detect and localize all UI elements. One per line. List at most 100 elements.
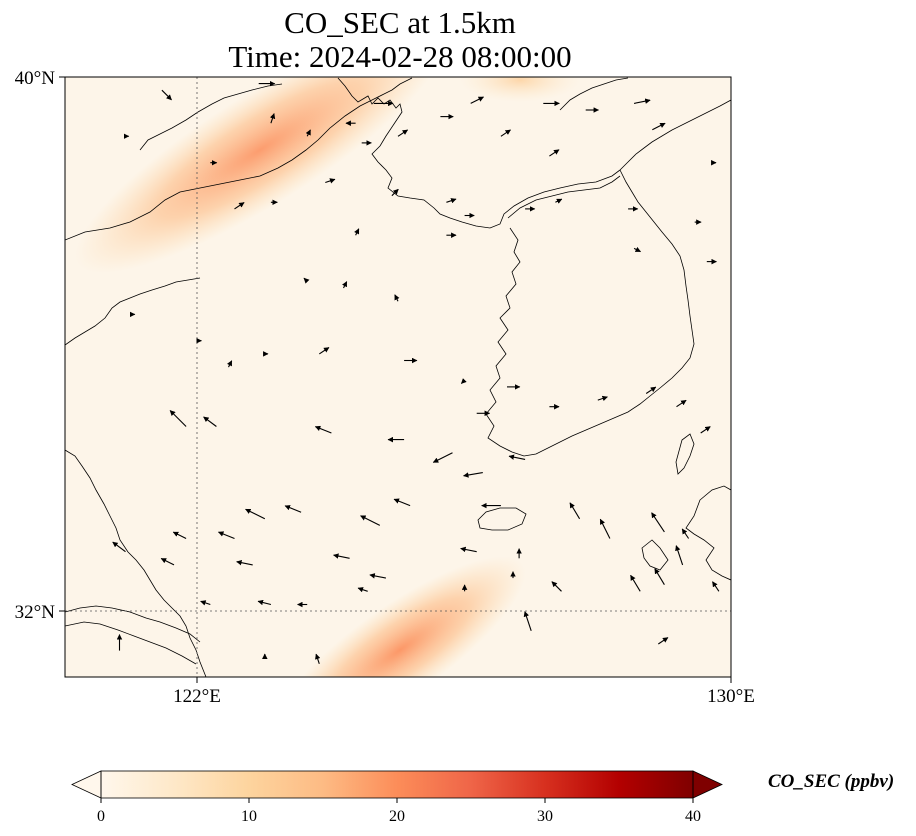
wind-vector-arrow [354,228,360,236]
map-title-line2: Time: 2024-02-28 08:00:00 [228,39,572,74]
coastline-shandong [65,277,201,346]
wind-vector-arrow [470,96,484,104]
colorbar-tick-label: 20 [389,808,405,825]
wind-vector-arrow [676,399,687,408]
coastline-korea-east [559,77,629,111]
wind-vector-arrow [700,426,711,434]
wind-vector-arrow [172,531,187,539]
coastline-yangtze-south [65,621,197,665]
tick-label-lon-130: 130°E [707,686,755,707]
wind-vector-arrow [712,581,720,592]
wind-vector-arrow [200,600,211,606]
coastline-china-north [65,77,413,241]
map-frame [64,76,732,678]
tick-label-lon-122: 122°E [173,686,221,707]
gridlines [65,77,731,677]
axis-ticks: 122°E 130°E 40°N 32°N [15,68,755,707]
wind-vector-arrow [681,528,690,539]
wind-vector-arrow [269,113,276,124]
wind-vector-arrow [500,129,511,137]
tick-label-lat-40: 40°N [15,68,56,89]
wind-vector-arrow [112,541,126,553]
wind-vector-arrow [314,425,332,434]
wind-vector-arrow [569,502,581,520]
coastline-korea-west [485,169,695,457]
wind-vector-arrow [597,395,608,402]
wind-vector-arrow [633,246,641,253]
co-plume-north-edge [460,77,580,102]
coastline-liaodong [337,77,621,229]
wind-vector-arrow [357,587,368,593]
wind-vector-arrow [236,559,253,566]
wind-vector-arrow [555,198,563,204]
colorbar-tick-label: 40 [685,808,701,825]
wind-vector-arrow [203,416,217,427]
map-title-line1: CO_SEC at 1.5km [284,5,516,40]
co-plume-northwest [75,77,445,274]
wind-vector-arrow [391,188,399,197]
wind-vector-arrow [305,129,311,137]
wind-vector-arrow [234,202,245,210]
wind-vector-arrow [245,508,266,520]
wind-vector-arrow [549,149,560,157]
co-plume-south [274,556,526,677]
wind-vector-arrow [654,568,665,585]
wind-vector-arrow [446,198,457,204]
colorbar-tick-label: 0 [97,808,105,825]
coastline-jeju [477,507,527,531]
wind-vector-arrow [652,122,666,131]
wind-vector-arrow [675,545,684,566]
wind-vector-arrow [551,581,562,592]
wind-vector-arrow [284,505,302,513]
wind-vector-arrow [315,653,321,664]
colorbar-tick-label: 30 [537,808,553,825]
wind-vector-arrow [161,89,172,101]
wind-vector-arrow [342,281,348,289]
wind-vector-arrow [169,410,187,427]
co-plume-layer [75,77,580,677]
coastline-yangtze [65,605,201,643]
wind-vector-arrow [394,294,400,302]
wind-vector-arrow [657,637,669,645]
map-panel [65,77,752,677]
colorbar-tick-label: 10 [241,808,257,825]
wind-vector-arrow [523,611,532,631]
wind-vector-arrow [325,178,336,184]
wind-vector-arrow [333,553,350,559]
coastline-korea-northeast [619,99,731,171]
colorbar-title: CO_SEC (ppbv) [768,771,894,792]
wind-vector-arrow [303,277,310,284]
coastline-tsushima [675,433,695,475]
colorbar: 0 10 20 30 40 CO_SEC (ppbv) [71,770,894,825]
wind-vector-arrow [749,624,752,630]
wind-vector-arrow [461,378,467,384]
wind-vector-arrow [257,599,272,606]
wind-vector-arrow [227,360,233,368]
wind-vector-arrow [318,347,330,355]
coastline-kyushu [685,485,731,581]
coastline-kyushu-west [641,539,669,571]
colorbar-ticks: 0 10 20 30 40 [97,798,701,825]
wind-vector-arrow [393,498,411,507]
wind-vector-arrow [460,546,477,553]
coastline-layer [65,77,731,677]
tick-label-lat-32: 32°N [15,602,56,623]
wind-vector-arrow [217,531,235,540]
colorbar-extend-min [71,770,102,799]
wind-vector-arrow [645,386,657,394]
coastline-bohai-west [139,83,283,151]
wind-vector-arrow [651,512,665,533]
coastline-dmz-border [507,175,621,219]
wind-vector-arrow [630,574,641,592]
wind-vector-arrow [369,573,387,579]
wind-vector-layer [112,80,752,664]
wind-vector-arrow [633,98,651,104]
wind-vector-arrow [397,129,409,137]
wind-vector-arrow [599,518,611,539]
colorbar-extend-max [692,770,723,799]
wind-vector-arrow [160,558,175,566]
wind-vector-arrow [463,472,483,478]
wind-vector-arrow [508,454,526,460]
wind-vector-arrow [360,515,381,526]
